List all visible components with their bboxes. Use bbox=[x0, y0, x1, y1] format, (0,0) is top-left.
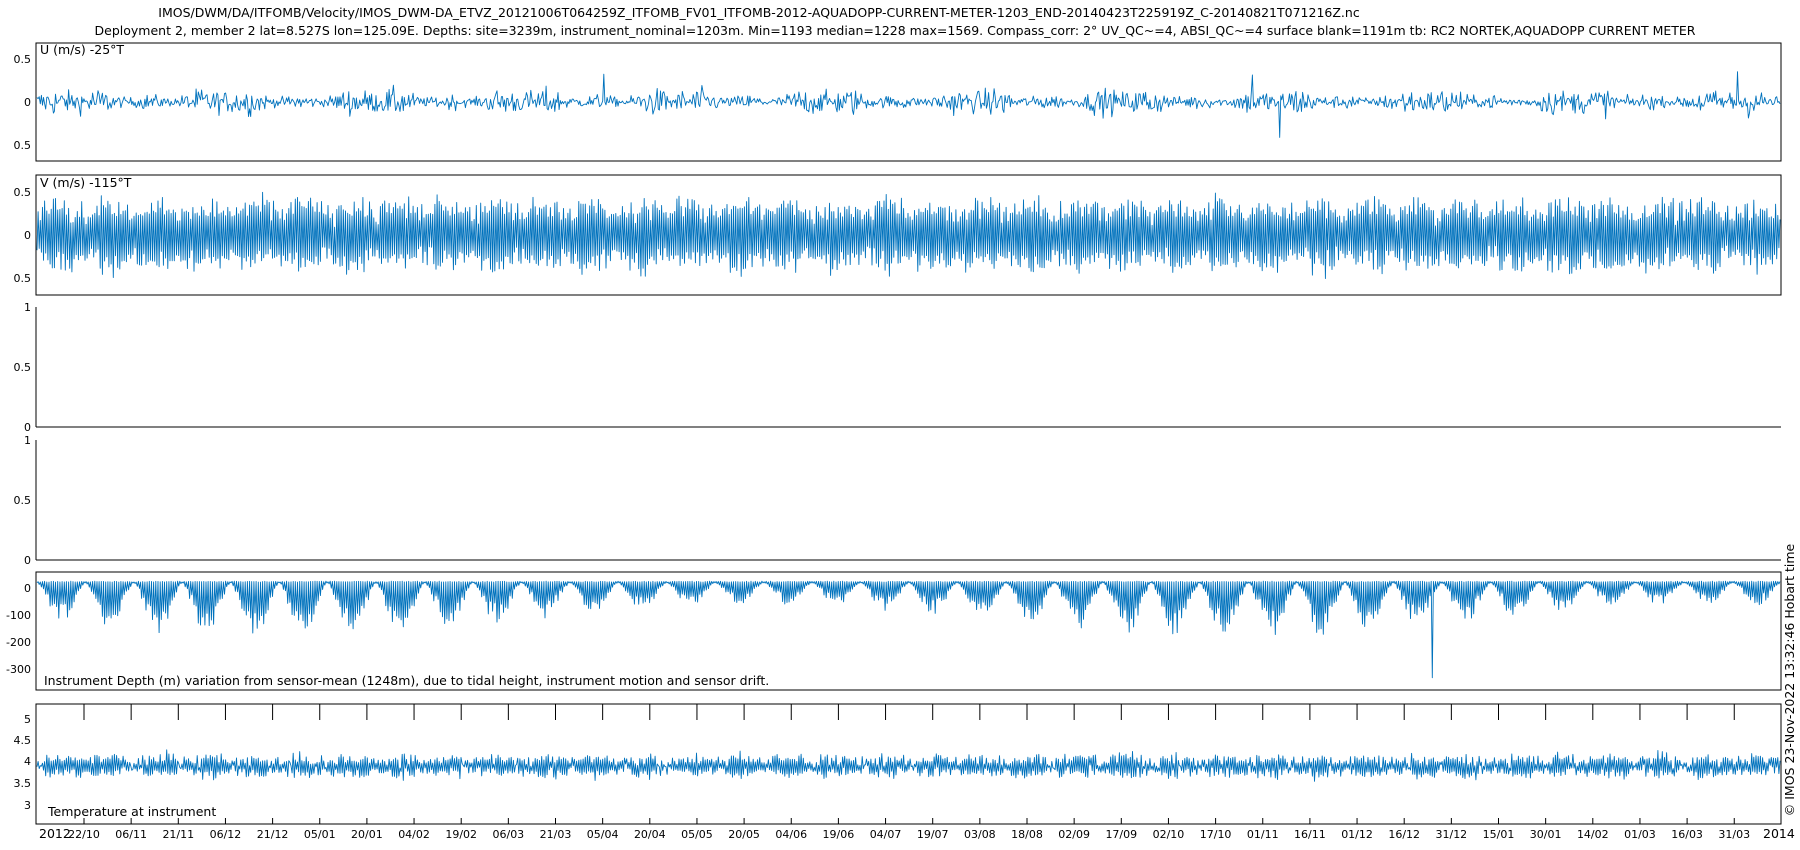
empty2-ytick-05: 0.5 bbox=[14, 494, 32, 507]
empty1-ytick-1: 1 bbox=[24, 301, 31, 314]
date-tick-label: 01/11 bbox=[1247, 828, 1279, 841]
date-tick-label: 02/10 bbox=[1153, 828, 1185, 841]
panel-u-frame bbox=[35, 42, 1782, 162]
panel-v-yticks: 0.5 0 0.5 bbox=[14, 186, 32, 285]
u-ytick-bottom: 0.5 bbox=[14, 139, 32, 152]
depth-ytick-0: 0 bbox=[24, 582, 31, 595]
panel-empty-2-yticks: 1 0.5 0 bbox=[14, 434, 32, 567]
panel-temperature-title: Temperature at instrument bbox=[47, 804, 216, 819]
empty1-ytick-0: 0 bbox=[24, 421, 31, 434]
date-tick-label: 30/01 bbox=[1530, 828, 1562, 841]
date-tick-label: 14/02 bbox=[1577, 828, 1609, 841]
panel-temperature-yticks: 5 4.5 4 3.5 3 bbox=[14, 713, 32, 812]
temp-ytick-5: 5 bbox=[24, 713, 31, 726]
date-tick-label: 17/09 bbox=[1105, 828, 1137, 841]
date-tick-label: 17/10 bbox=[1200, 828, 1232, 841]
date-tick-label: 19/02 bbox=[445, 828, 477, 841]
date-tick-label: 20/05 bbox=[728, 828, 760, 841]
date-tick-label: 01/12 bbox=[1341, 828, 1373, 841]
v-velocity-line bbox=[36, 191, 1781, 279]
date-tick-label: 18/08 bbox=[1011, 828, 1043, 841]
date-tick-label: 19/06 bbox=[823, 828, 855, 841]
panel-depth-frame bbox=[35, 571, 1782, 691]
u-ytick-mid: 0 bbox=[24, 96, 31, 109]
v-ytick-mid: 0 bbox=[24, 229, 31, 242]
year-end-label: 2014 bbox=[1763, 826, 1795, 841]
temp-ytick-4: 4 bbox=[24, 755, 31, 768]
empty2-ytick-1: 1 bbox=[24, 434, 31, 447]
x-axis-date-ticks: 22/10 06/11 21/11 06/12 21/12 05/01 20/01 04/02… bbox=[68, 828, 1750, 841]
panel-temperature-frame bbox=[35, 703, 1782, 825]
date-tick-label: 04/07 bbox=[870, 828, 902, 841]
series-depth-line bbox=[36, 580, 1781, 679]
panel-u-yticks: 0.5 0 0.5 bbox=[14, 53, 32, 152]
date-tick-label: 04/02 bbox=[398, 828, 430, 841]
date-tick-label: 21/11 bbox=[162, 828, 194, 841]
date-tick-label: 06/11 bbox=[115, 828, 147, 841]
date-tick-label: 06/12 bbox=[210, 828, 242, 841]
date-tick-label: 16/12 bbox=[1388, 828, 1420, 841]
panel-u-title: U (m/s) -25°T bbox=[40, 42, 124, 57]
panel-empty-1-axes bbox=[35, 307, 1781, 428]
depth-variation-line bbox=[36, 580, 1781, 679]
temp-ytick-3: 3 bbox=[24, 799, 31, 812]
date-tick-label: 02/09 bbox=[1058, 828, 1090, 841]
temp-ytick-35: 3.5 bbox=[14, 777, 32, 790]
date-tick-label: 05/01 bbox=[304, 828, 336, 841]
u-velocity-line bbox=[36, 71, 1781, 138]
panel-empty-2-axes bbox=[35, 440, 1781, 561]
panel-depth-title: Instrument Depth (m) variation from sens… bbox=[44, 673, 769, 688]
date-tick-label: 19/07 bbox=[917, 828, 949, 841]
figure-title-line2: Deployment 2, member 2 lat=8.527S lon=12… bbox=[95, 23, 1696, 38]
year-start-label: 2012 bbox=[39, 826, 71, 841]
date-tick-label: 15/01 bbox=[1483, 828, 1515, 841]
temp-ytick-45: 4.5 bbox=[14, 734, 32, 747]
date-tick-label: 05/05 bbox=[681, 828, 713, 841]
date-tick-label: 20/01 bbox=[351, 828, 383, 841]
date-tick-label: 16/03 bbox=[1671, 828, 1703, 841]
depth-ytick-300: -300 bbox=[6, 663, 31, 676]
series-v-line bbox=[36, 191, 1781, 279]
series-temperature-line bbox=[36, 749, 1781, 782]
empty1-ytick-05: 0.5 bbox=[14, 361, 32, 374]
date-tick-label: 04/06 bbox=[775, 828, 807, 841]
depth-ytick-100: -100 bbox=[6, 609, 31, 622]
date-tick-label: 20/04 bbox=[634, 828, 666, 841]
panel-v-frame bbox=[35, 174, 1782, 296]
temperature-line bbox=[36, 749, 1781, 782]
date-tick-label: 21/12 bbox=[257, 828, 289, 841]
series-u-line bbox=[36, 71, 1781, 138]
panel-depth-yticks: 0 -100 -200 -300 bbox=[6, 582, 31, 676]
date-tick-label: 03/08 bbox=[964, 828, 996, 841]
date-tick-label: 31/03 bbox=[1718, 828, 1750, 841]
temperature-top-ticks bbox=[83, 704, 1735, 824]
figure-title-line1: IMOS/DWM/DA/ITFOMB/Velocity/IMOS_DWM-DA_… bbox=[158, 5, 1360, 20]
date-tick-label: 21/03 bbox=[540, 828, 572, 841]
date-tick-label: 22/10 bbox=[68, 828, 100, 841]
date-tick-label: 01/03 bbox=[1624, 828, 1656, 841]
panel-empty-1-yticks: 1 0.5 0 bbox=[14, 301, 32, 434]
depth-ytick-200: -200 bbox=[6, 636, 31, 649]
date-tick-label: 05/04 bbox=[587, 828, 619, 841]
date-tick-label: 31/12 bbox=[1435, 828, 1467, 841]
v-ytick-top: 0.5 bbox=[14, 186, 32, 199]
empty2-ytick-0: 0 bbox=[24, 554, 31, 567]
v-ytick-bottom: 0.5 bbox=[14, 272, 32, 285]
u-ytick-top: 0.5 bbox=[14, 53, 32, 66]
panel-v-title: V (m/s) -115°T bbox=[40, 175, 132, 190]
date-tick-label: 06/03 bbox=[492, 828, 524, 841]
date-tick-label: 16/11 bbox=[1294, 828, 1326, 841]
copyright-side-label: © IMOS 23-Nov-2022 13:32:46 Hobart time bbox=[1782, 543, 1797, 816]
